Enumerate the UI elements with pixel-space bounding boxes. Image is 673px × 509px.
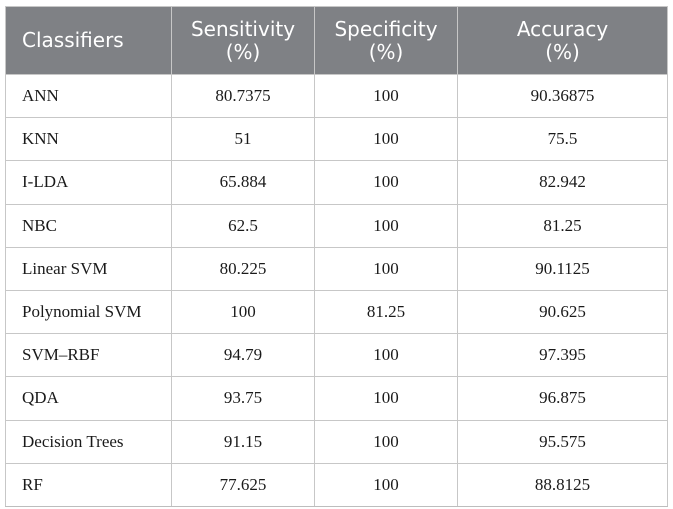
cell-classifier: SVM–RBF bbox=[5, 333, 172, 378]
cell-sensitivity: 51 bbox=[171, 117, 315, 162]
table-row: Linear SVM 80.225 100 90.1125 bbox=[5, 246, 668, 291]
cell-sensitivity: 93.75 bbox=[171, 376, 315, 421]
cell-classifier: Linear SVM bbox=[5, 246, 172, 291]
cell-sensitivity: 94.79 bbox=[171, 333, 315, 378]
cell-accuracy: 88.8125 bbox=[457, 462, 668, 507]
cell-sensitivity: 62.5 bbox=[171, 203, 315, 248]
cell-classifier: Decision Trees bbox=[5, 419, 172, 464]
cell-accuracy: 81.25 bbox=[457, 203, 668, 248]
table-row: NBC 62.5 100 81.25 bbox=[5, 203, 668, 248]
cell-sensitivity: 80.225 bbox=[171, 246, 315, 291]
cell-classifier: ANN bbox=[5, 73, 172, 119]
cell-accuracy: 82.942 bbox=[457, 160, 668, 205]
cell-sensitivity: 91.15 bbox=[171, 419, 315, 464]
cell-classifier: Polynomial SVM bbox=[5, 289, 172, 335]
cell-specificity: 100 bbox=[314, 246, 458, 291]
cell-specificity: 100 bbox=[314, 117, 458, 162]
table-header: Classifiers Sensitivity (%) Specificity … bbox=[5, 6, 668, 75]
cell-specificity: 100 bbox=[314, 333, 458, 378]
header-classifiers: Classifiers bbox=[5, 6, 172, 75]
table-row: RF 77.625 100 88.8125 bbox=[5, 462, 668, 507]
cell-sensitivity: 65.884 bbox=[171, 160, 315, 205]
cell-sensitivity: 80.7375 bbox=[171, 73, 315, 119]
cell-accuracy: 95.575 bbox=[457, 419, 668, 464]
cell-accuracy: 96.875 bbox=[457, 376, 668, 421]
cell-accuracy: 90.36875 bbox=[457, 73, 668, 119]
cell-accuracy: 90.625 bbox=[457, 289, 668, 335]
table-row: QDA 93.75 100 96.875 bbox=[5, 376, 668, 421]
cell-specificity: 100 bbox=[314, 419, 458, 464]
cell-specificity: 100 bbox=[314, 462, 458, 507]
cell-sensitivity: 100 bbox=[171, 289, 315, 335]
classifier-results-table: Classifiers Sensitivity (%) Specificity … bbox=[5, 6, 668, 507]
header-accuracy: Accuracy (%) bbox=[457, 6, 668, 75]
cell-classifier: QDA bbox=[5, 376, 172, 421]
table-row: I-LDA 65.884 100 82.942 bbox=[5, 160, 668, 205]
table-row: Polynomial SVM 100 81.25 90.625 bbox=[5, 289, 668, 335]
table-body: ANN 80.7375 100 90.36875 KNN 51 100 75.5… bbox=[5, 73, 668, 507]
cell-accuracy: 75.5 bbox=[457, 117, 668, 162]
table-row: Decision Trees 91.15 100 95.575 bbox=[5, 419, 668, 464]
cell-specificity: 100 bbox=[314, 160, 458, 205]
table-row: KNN 51 100 75.5 bbox=[5, 117, 668, 162]
cell-sensitivity: 77.625 bbox=[171, 462, 315, 507]
cell-specificity: 100 bbox=[314, 203, 458, 248]
cell-accuracy: 97.395 bbox=[457, 333, 668, 378]
header-row: Classifiers Sensitivity (%) Specificity … bbox=[5, 6, 668, 75]
table-row: ANN 80.7375 100 90.36875 bbox=[5, 73, 668, 119]
table-row: SVM–RBF 94.79 100 97.395 bbox=[5, 333, 668, 378]
cell-specificity: 81.25 bbox=[314, 289, 458, 335]
cell-classifier: RF bbox=[5, 462, 172, 507]
cell-classifier: NBC bbox=[5, 203, 172, 248]
cell-specificity: 100 bbox=[314, 73, 458, 119]
cell-classifier: I-LDA bbox=[5, 160, 172, 205]
cell-specificity: 100 bbox=[314, 376, 458, 421]
header-sensitivity: Sensitivity (%) bbox=[171, 6, 315, 75]
cell-classifier: KNN bbox=[5, 117, 172, 162]
cell-accuracy: 90.1125 bbox=[457, 246, 668, 291]
header-specificity: Specificity (%) bbox=[314, 6, 458, 75]
